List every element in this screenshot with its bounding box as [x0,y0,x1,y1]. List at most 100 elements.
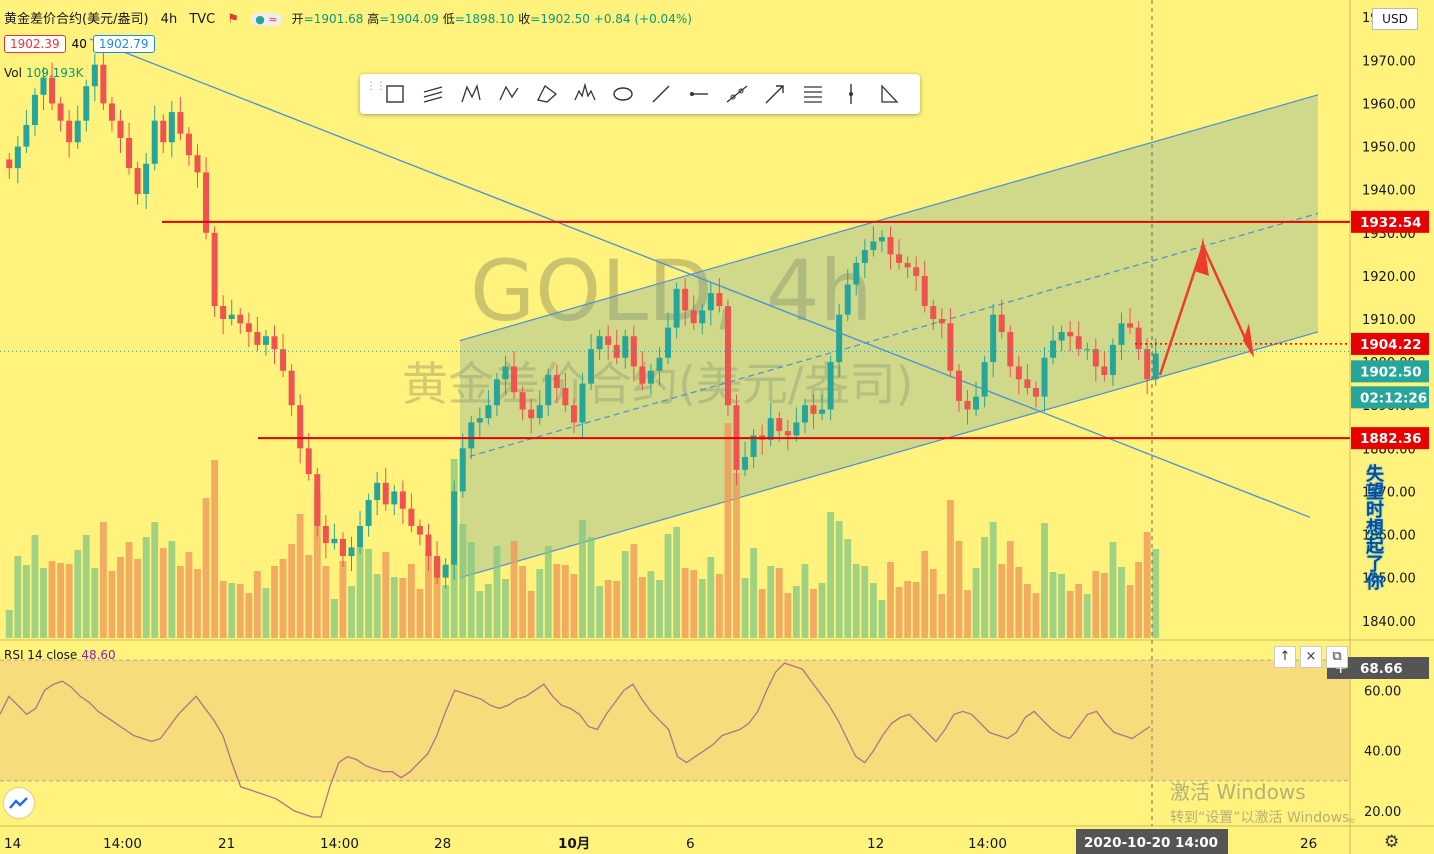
volume-bar [1109,542,1117,638]
fib-retracement-icon[interactable] [794,77,832,111]
projection-arrowhead-up [1196,237,1209,276]
horizontal-ray-icon[interactable] [680,77,718,111]
candle-body [767,418,774,440]
candle-body [819,409,826,414]
volume-bar [1092,571,1100,638]
volume-bar [176,566,184,638]
drag-handle-icon[interactable]: ⋮⋮ [366,81,386,92]
candle-body [1084,349,1091,351]
bid-price[interactable]: 1902.39 [4,35,66,53]
volume-bar [14,556,22,638]
candle-body [1092,349,1099,367]
vertical-line-icon[interactable] [832,77,870,111]
candle-body [570,405,577,423]
candle-body [998,314,1005,332]
price-tick-label: 1860.00 [1362,529,1416,544]
price-tick-label: 1960.00 [1362,97,1416,112]
candle-body [536,405,543,419]
candle-body [23,125,30,147]
volume-bar [972,568,980,638]
volume-bar [40,568,47,638]
candle-body [297,405,304,449]
candle-body [1067,331,1074,337]
rsi-value: 48.60 [81,648,116,662]
price-tick-label: 1870.00 [1362,485,1416,500]
move-pane-up-button[interactable]: ↑ [1274,646,1296,668]
price-tick-label: 1910.00 [1362,313,1416,328]
candle-body [408,508,415,526]
close-value: =1902.50 [530,12,590,26]
channel-upper-line [459,94,1319,342]
rsi-readout-tag [1327,657,1429,679]
volume-bar [998,564,1006,638]
candle-body [639,366,646,384]
open-value: =1901.68 [303,12,364,26]
candle-body [1118,323,1125,345]
arrow-line-icon[interactable] [756,77,794,111]
volume-bar [151,522,159,638]
volume-bar [433,560,441,638]
restore-pane-button[interactable]: ⧉ [1326,646,1348,668]
rsi-label: RSI 14 close [4,648,78,662]
status-dots-icon[interactable]: ● ≈ [251,13,282,26]
flag-icon[interactable]: ⚑ [227,12,240,27]
parallel-channel-icon[interactable] [414,77,452,111]
volume-bar [544,546,552,638]
volume-bar [382,552,390,638]
currency-button[interactable]: USD [1372,8,1418,30]
candle-body [185,133,192,156]
head-shoulders-icon[interactable] [566,77,604,111]
trend-line-icon[interactable] [642,77,680,111]
candle-body [1109,344,1116,376]
crosshair-time-label: 2020-10-20 14:00 [1084,835,1218,851]
long-position-icon[interactable] [870,77,908,111]
volume-bar [1015,567,1023,638]
volume-bar [775,568,783,638]
volume-bar [698,579,706,638]
ellipse-tool-icon[interactable] [604,77,642,111]
candle-body [117,120,124,138]
close-pane-button[interactable]: × [1300,646,1322,668]
channel-fill [460,94,1318,578]
candle-body [1041,357,1048,397]
candle-body [724,306,731,406]
volume-bar [484,584,492,638]
tradingview-logo-icon[interactable] [4,788,34,818]
volume-bar [869,583,877,638]
ask-price[interactable]: 1902.79 [92,35,155,53]
volume-bar [305,555,313,638]
candle-body [973,396,980,410]
drawing-toolbar: ⋮⋮ [360,74,920,114]
candle-body [442,564,449,578]
change-value: +0.84 (+0.04%) [593,12,692,26]
rsi-tick-label: 60.00 [1364,684,1401,699]
extended-line-icon[interactable] [718,77,756,111]
candle-body [605,336,612,345]
triangle-pattern-icon[interactable] [528,77,566,111]
symbol-name[interactable]: 黄金差价合约(美元/盎司) [4,12,149,27]
volume-bar [510,541,518,638]
abcd-pattern-icon[interactable] [490,77,528,111]
candle-body [451,491,458,565]
volume-bar [681,568,689,638]
crosshair-time-tag [1076,829,1228,854]
volume-bar [638,577,646,638]
volume-bar [690,570,698,638]
settings-gear-icon[interactable]: ⚙ [1384,832,1400,852]
rsi-legend[interactable]: RSI 14 close 48.60 [4,648,116,662]
volume-bar [852,564,860,638]
rectangle-tool-icon[interactable] [376,77,414,111]
candle-body [878,237,885,242]
xabcd-pattern-icon[interactable] [452,77,490,111]
candle-body [339,538,346,557]
volume-bar [921,551,929,638]
interval-label[interactable]: 4h [160,12,178,27]
volume-bar [279,559,287,638]
volume-bar [442,585,450,638]
volume-bar [407,564,415,638]
candle-body [374,482,381,501]
volume-bar [810,589,817,638]
volume-legend[interactable]: Vol 109.193K [4,66,83,80]
candle-body [348,547,355,557]
